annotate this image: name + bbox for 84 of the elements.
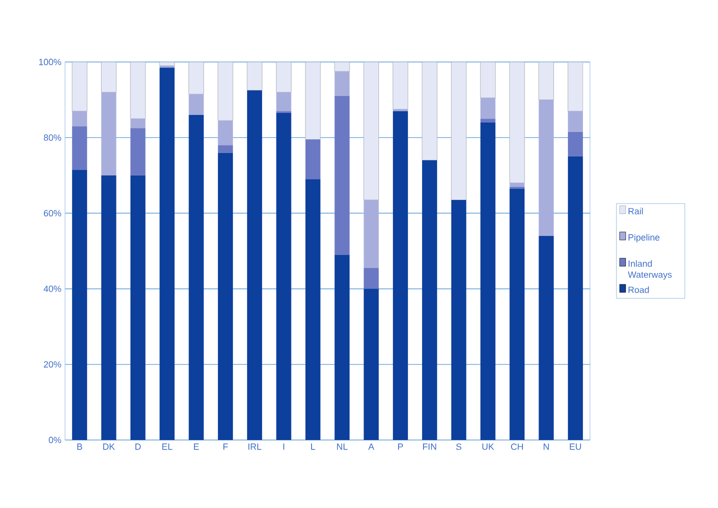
bar xyxy=(276,62,292,92)
x-tick-label: B xyxy=(77,444,82,450)
x-tick-label: CH xyxy=(511,444,523,450)
bar xyxy=(334,96,350,255)
bar xyxy=(188,62,204,94)
x-tick-label: P xyxy=(398,444,403,450)
bar xyxy=(568,62,584,112)
bar xyxy=(188,94,204,115)
bar xyxy=(568,111,583,132)
bar xyxy=(247,90,262,440)
bar xyxy=(276,92,292,112)
x-tick-label: UK xyxy=(482,444,494,450)
x-tick-label: NL xyxy=(337,444,348,450)
bar xyxy=(130,62,146,119)
bar xyxy=(218,152,233,440)
legend-label: Pipeline xyxy=(628,234,660,242)
bar xyxy=(510,182,525,187)
x-tick-label: L xyxy=(311,444,316,450)
legend-label: Road xyxy=(628,286,649,294)
bar xyxy=(480,62,496,98)
bar xyxy=(130,118,146,128)
x-tick-label: DK xyxy=(103,444,115,450)
bar xyxy=(364,200,379,268)
bar xyxy=(72,126,88,170)
bar xyxy=(392,111,408,440)
x-tick-label: D xyxy=(135,444,141,450)
bar xyxy=(334,254,350,440)
bar xyxy=(451,62,466,200)
y-tick-label: 40% xyxy=(44,286,62,292)
bar xyxy=(218,145,233,153)
bar xyxy=(422,62,438,160)
bar xyxy=(72,170,88,440)
bar xyxy=(422,160,438,440)
bar xyxy=(364,268,379,289)
bar xyxy=(218,120,233,146)
bar xyxy=(538,62,554,100)
bar xyxy=(568,156,583,440)
bar xyxy=(101,175,116,440)
bar xyxy=(509,62,525,184)
bar xyxy=(160,68,175,440)
legend-label: Inland Waterways xyxy=(628,260,672,280)
bar xyxy=(538,236,554,440)
x-tick-label: S xyxy=(456,444,462,450)
bar xyxy=(101,62,116,92)
x-tick-label: N xyxy=(544,444,549,450)
bar xyxy=(188,114,204,440)
x-tick-label: E xyxy=(194,444,199,450)
x-tick-label: I xyxy=(283,444,284,450)
y-tick-label: 100% xyxy=(39,58,62,66)
bar xyxy=(392,62,408,110)
x-tick-label: EU xyxy=(570,444,581,450)
y-tick-label: 60% xyxy=(44,210,62,216)
legend-label: Rail xyxy=(628,208,643,214)
y-tick-label: 0% xyxy=(48,436,62,444)
x-tick-label: F xyxy=(223,444,228,450)
bar xyxy=(480,118,496,122)
bar xyxy=(305,179,320,440)
bar xyxy=(480,122,496,440)
x-tick-label: FIN xyxy=(423,444,436,450)
bar xyxy=(101,92,116,176)
bar xyxy=(72,111,88,126)
bar xyxy=(364,288,379,440)
bar xyxy=(480,98,496,119)
bar xyxy=(218,62,234,121)
y-tick-label: 20% xyxy=(44,361,62,368)
bar xyxy=(364,62,379,200)
bar xyxy=(276,113,292,440)
bar xyxy=(72,62,88,112)
bar xyxy=(130,128,146,176)
bar xyxy=(510,188,525,440)
bar xyxy=(334,62,350,72)
x-tick-label: IRL xyxy=(248,444,262,450)
bar xyxy=(130,175,146,440)
bar xyxy=(568,132,583,156)
bar xyxy=(334,71,350,96)
bar xyxy=(246,62,262,91)
y-tick-label: 80% xyxy=(44,134,62,141)
x-tick-label: EL xyxy=(162,444,172,450)
bar xyxy=(305,62,321,140)
bar xyxy=(305,139,320,180)
bar xyxy=(538,100,554,236)
x-tick-label: A xyxy=(368,444,374,450)
bar xyxy=(159,62,175,66)
bar xyxy=(451,200,466,440)
